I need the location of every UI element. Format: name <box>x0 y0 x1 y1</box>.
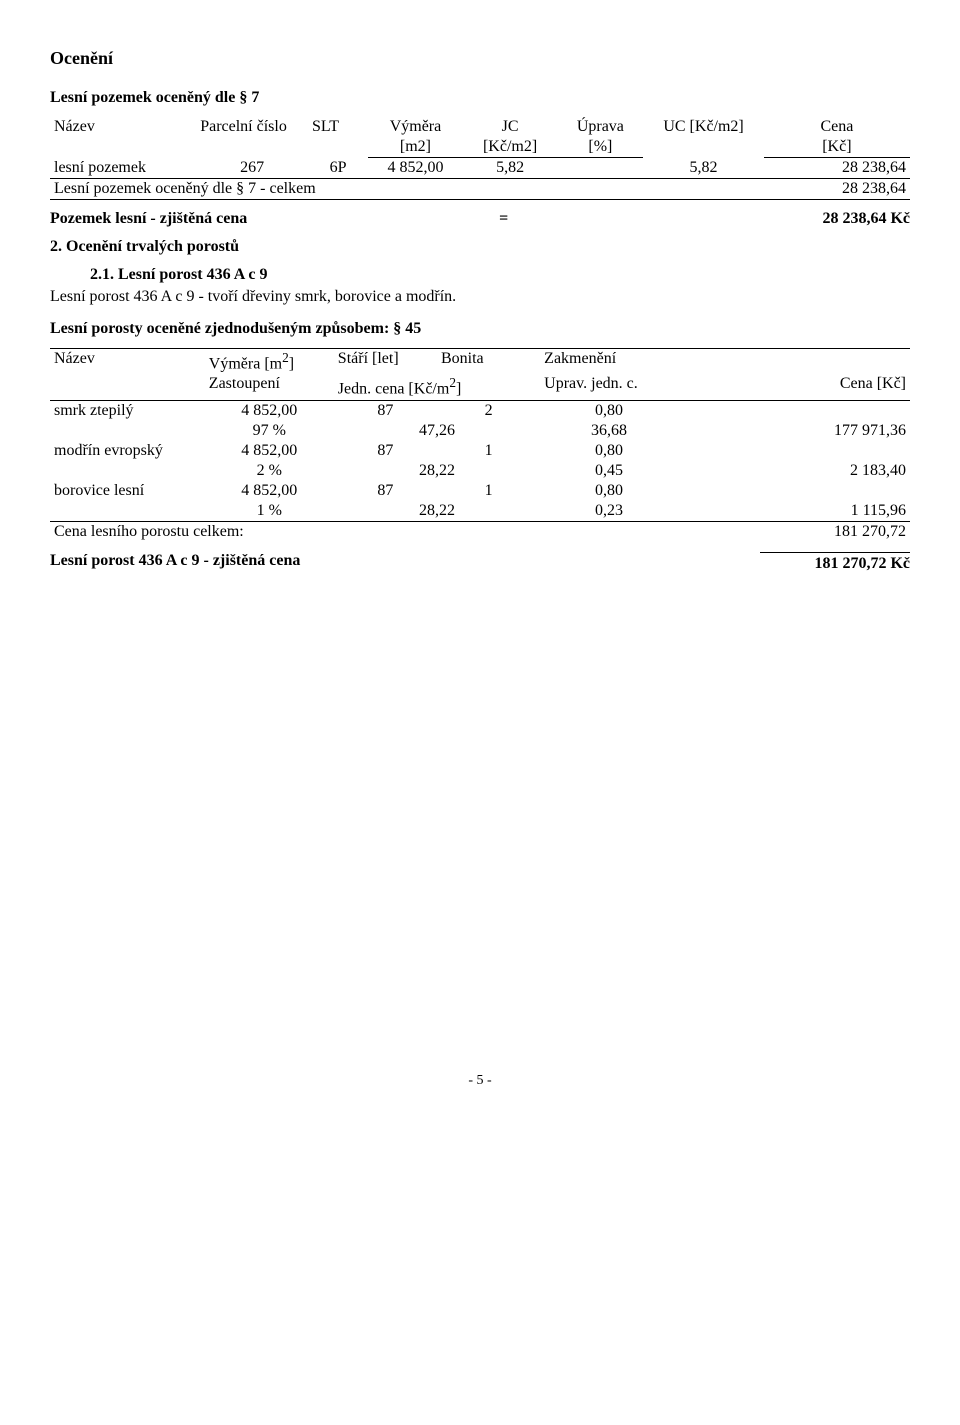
table-row: 97 % 47,26 36,68 177 971,36 <box>50 421 910 441</box>
cell: borovice lesní <box>50 481 205 501</box>
fh-uprav: Uprav. jedn. c. <box>540 374 678 400</box>
section1-heading: Lesní pozemek oceněný dle § 7 <box>50 89 910 107</box>
table-row: borovice lesní 4 852,00 87 1 0,80 <box>50 481 910 501</box>
final-row: Lesní porost 436 A c 9 - zjištěná cena 1… <box>50 552 910 573</box>
hdr-jc-u: [Kč/m2] <box>463 137 558 158</box>
cell: 28,22 <box>334 461 540 481</box>
cell: 36,68 <box>540 421 678 441</box>
cell-parcela: 267 <box>196 158 308 179</box>
total-value: 28 238,64 <box>764 179 910 200</box>
cell: 1 <box>437 481 540 501</box>
zjistena-row: Pozemek lesní - zjištěná cena = 28 238,6… <box>50 210 910 228</box>
cell-vymera: 4 852,00 <box>368 158 463 179</box>
table-total-row: Lesní pozemek oceněný dle § 7 - celkem 2… <box>50 179 910 200</box>
cell-slt: 6P <box>308 158 368 179</box>
forest-total-value: 181 270,72 <box>678 521 910 542</box>
cell: 87 <box>334 441 437 461</box>
fh-vymera: Výměra [m2] <box>205 349 334 375</box>
fh-zakm: Zakmenění <box>540 349 678 375</box>
table-row: smrk ztepilý 4 852,00 87 2 0,80 <box>50 400 910 421</box>
table-row: 1 % 28,22 0,23 1 115,96 <box>50 501 910 522</box>
final-label: Lesní porost 436 A c 9 - zjištěná cena <box>50 552 300 573</box>
section2-desc: Lesní porost 436 A c 9 - tvoří dřeviny s… <box>50 288 910 306</box>
cell: 0,80 <box>540 400 678 421</box>
hdr-nazev: Název <box>50 117 196 158</box>
cell: 28,22 <box>334 501 540 522</box>
forest-total-row: Cena lesního porostu celkem: 181 270,72 <box>50 521 910 542</box>
cell: 2 183,40 <box>678 461 910 481</box>
zjistena-label: Pozemek lesní - zjištěná cena <box>50 210 247 228</box>
cell: 4 852,00 <box>205 441 334 461</box>
final-value: 181 270,72 Kč <box>760 552 910 573</box>
fh-jedn: Jedn. cena [Kč/m2] <box>334 374 540 400</box>
hdr-vymera-u: [m2] <box>368 137 463 158</box>
hdr-slt: SLT <box>308 117 368 158</box>
fh-blank <box>678 349 910 375</box>
zjistena-value: 28 238,64 Kč <box>760 210 910 228</box>
cell: 177 971,36 <box>678 421 910 441</box>
method-heading: Lesní porosty oceněné zjednodušeným způs… <box>50 320 910 338</box>
cell-cena: 28 238,64 <box>764 158 910 179</box>
cell-uc: 5,82 <box>643 158 763 179</box>
fh-zast: Zastoupení <box>205 374 334 400</box>
cell: 0,23 <box>540 501 678 522</box>
table-row: 2 % 28,22 0,45 2 183,40 <box>50 461 910 481</box>
cell: 0,80 <box>540 481 678 501</box>
cell: smrk ztepilý <box>50 400 205 421</box>
page-footer: - 5 - <box>50 1073 910 1089</box>
hdr-uprava-u: [%] <box>557 137 643 158</box>
fh-bonita: Bonita <box>437 349 540 375</box>
cell: modřín evropský <box>50 441 205 461</box>
table-row: modřín evropský 4 852,00 87 1 0,80 <box>50 441 910 461</box>
hdr-uc: UC [Kč/m2] <box>643 117 763 158</box>
cell: 2 <box>437 400 540 421</box>
cell: 2 % <box>205 461 334 481</box>
table-row: lesní pozemek 267 6P 4 852,00 5,82 5,82 … <box>50 158 910 179</box>
hdr-cena: Cena <box>764 117 910 137</box>
cell-jc: 5,82 <box>463 158 558 179</box>
cell: 1 115,96 <box>678 501 910 522</box>
hdr-jc: JC <box>463 117 558 137</box>
hdr-uprava: Úprava <box>557 117 643 137</box>
cell: 4 852,00 <box>205 481 334 501</box>
land-table: Název Parcelní číslo SLT Výměra JC Úprav… <box>50 117 910 200</box>
cell: 87 <box>334 400 437 421</box>
cell-nazev: lesní pozemek <box>50 158 196 179</box>
cell: 47,26 <box>334 421 540 441</box>
page-title: Ocenění <box>50 48 910 69</box>
fh-cena: Cena [Kč] <box>678 374 910 400</box>
cell: 0,80 <box>540 441 678 461</box>
total-label: Lesní pozemek oceněný dle § 7 - celkem <box>50 179 764 200</box>
cell-uprava <box>557 158 643 179</box>
cell: 1 % <box>205 501 334 522</box>
hdr-vymera: Výměra <box>368 117 463 137</box>
fh-nazev: Název <box>50 349 205 375</box>
cell: 4 852,00 <box>205 400 334 421</box>
section2-heading: 2. Ocenění trvalých porostů <box>50 238 910 256</box>
cell: 0,45 <box>540 461 678 481</box>
zjistena-eq: = <box>484 210 524 228</box>
forest-total-label: Cena lesního porostu celkem: <box>50 521 678 542</box>
cell: 97 % <box>205 421 334 441</box>
fh-stari: Stáří [let] <box>334 349 437 375</box>
forest-table: Název Výměra [m2] Stáří [let] Bonita Zak… <box>50 348 910 542</box>
section2-sub-heading: 2.1. Lesní porost 436 A c 9 <box>90 266 910 284</box>
cell: 1 <box>437 441 540 461</box>
cell: 87 <box>334 481 437 501</box>
hdr-parcela: Parcelní číslo <box>196 117 308 158</box>
hdr-cena-u: [Kč] <box>764 137 910 158</box>
